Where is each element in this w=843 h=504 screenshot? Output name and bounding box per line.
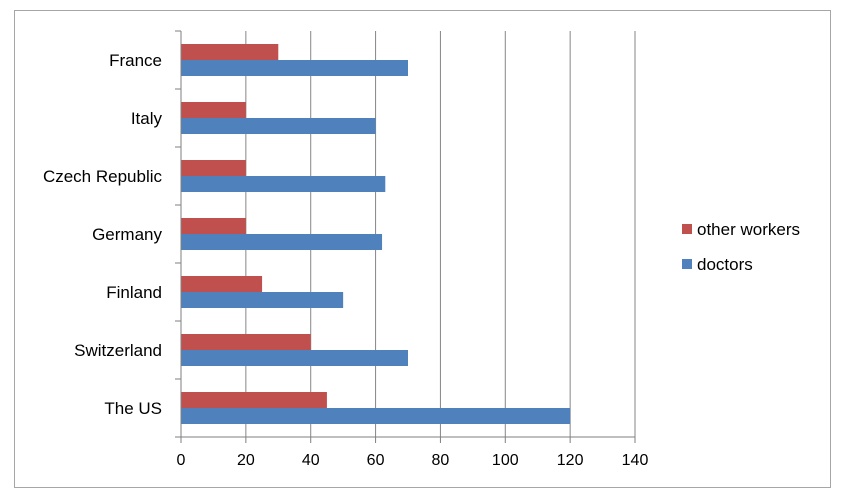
bars xyxy=(181,44,571,424)
x-tick-label-20: 20 xyxy=(237,452,255,469)
x-tick-label-100: 100 xyxy=(492,452,519,469)
bar-other-workers-finland xyxy=(181,276,263,292)
bar-other-workers-the-us xyxy=(181,392,327,408)
bar-doctors-the-us xyxy=(181,408,571,424)
x-tick-label-60: 60 xyxy=(367,452,385,469)
category-label-france: France xyxy=(109,51,162,70)
bar-doctors-italy xyxy=(181,118,376,134)
bar-other-workers-czech-republic xyxy=(181,160,246,176)
category-label-switzerland: Switzerland xyxy=(74,341,162,360)
legend: other workers doctors xyxy=(682,220,800,274)
bar-doctors-switzerland xyxy=(181,350,408,366)
x-tick-label-0: 0 xyxy=(177,452,186,469)
category-labels: France Italy Czech Republic Germany Finland S… xyxy=(43,51,163,418)
category-label-finland: Finland xyxy=(106,283,162,302)
category-label-germany: Germany xyxy=(92,225,162,244)
x-tick-labels: 0 20 40 60 80 100 120 140 xyxy=(177,452,649,469)
legend-swatch-doctors xyxy=(682,259,692,269)
category-label-czech-republic: Czech Republic xyxy=(43,167,163,186)
x-tick-label-80: 80 xyxy=(432,452,450,469)
axes xyxy=(175,30,636,443)
x-tick-label-40: 40 xyxy=(302,452,320,469)
bar-other-workers-germany xyxy=(181,218,246,234)
bar-other-workers-italy xyxy=(181,102,246,118)
x-tick-label-120: 120 xyxy=(557,452,584,469)
legend-label-doctors: doctors xyxy=(697,255,753,274)
bar-doctors-germany xyxy=(181,234,383,250)
category-label-italy: Italy xyxy=(131,109,163,128)
gridlines xyxy=(245,31,636,437)
legend-label-other-workers: other workers xyxy=(697,220,800,239)
bar-other-workers-france xyxy=(181,44,279,60)
bar-doctors-finland xyxy=(181,292,344,308)
bar-doctors-czech-republic xyxy=(181,176,386,192)
bar-other-workers-switzerland xyxy=(181,334,311,350)
legend-swatch-other-workers xyxy=(682,224,692,234)
bar-doctors-france xyxy=(181,60,408,76)
x-tick-label-140: 140 xyxy=(622,452,649,469)
category-label-the-us: The US xyxy=(104,399,162,418)
